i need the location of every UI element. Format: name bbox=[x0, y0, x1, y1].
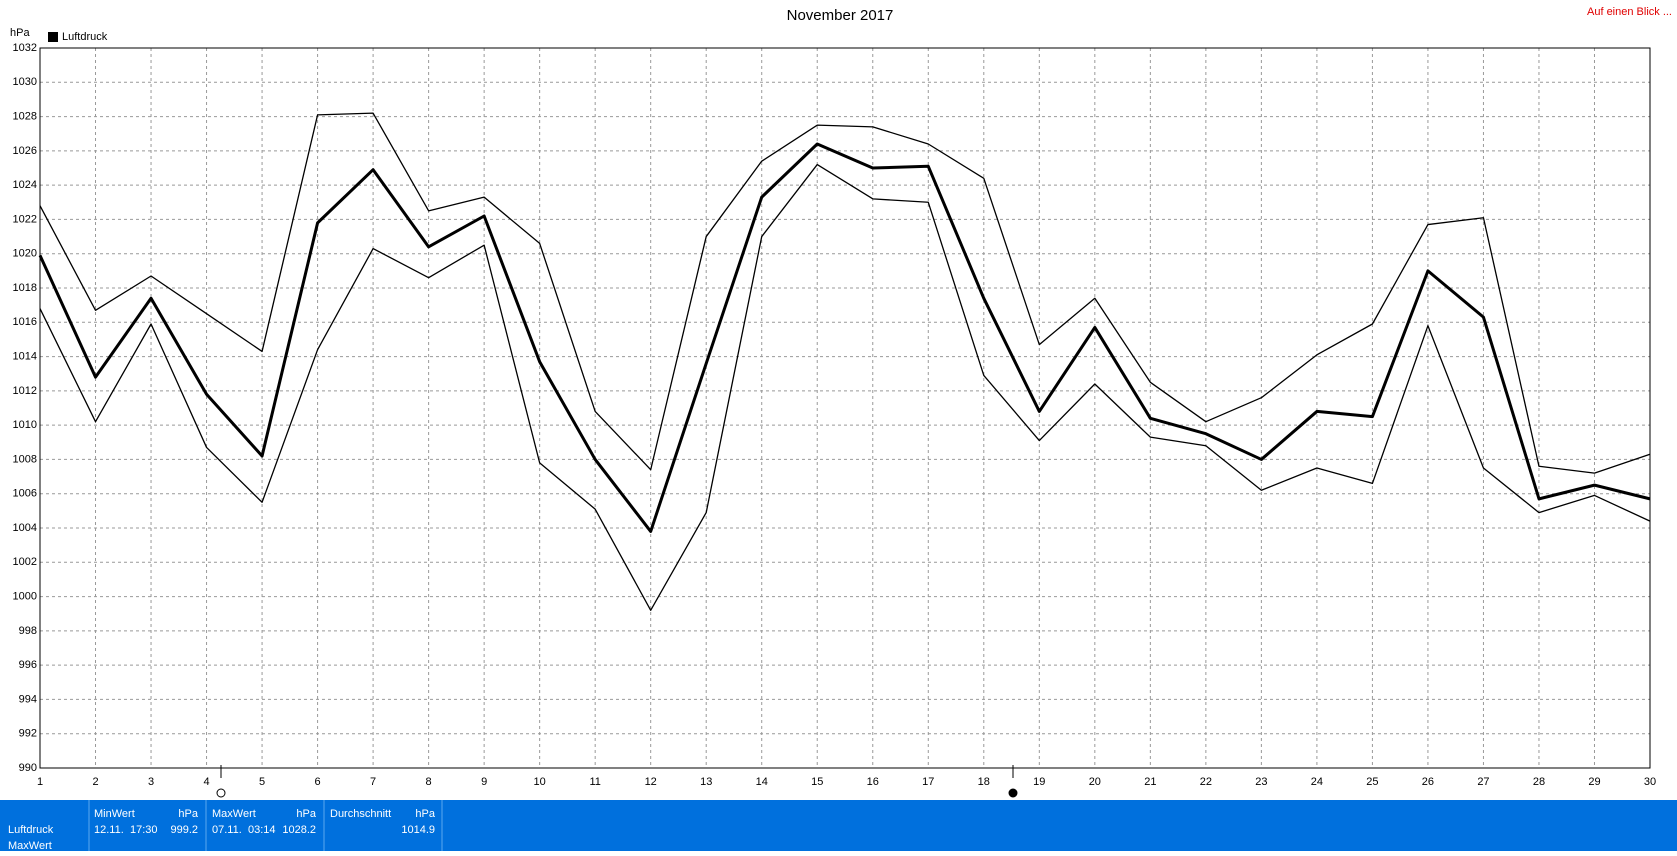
y-tick-label: 1000 bbox=[13, 590, 37, 602]
x-tick-label: 20 bbox=[1089, 776, 1101, 788]
x-tick-label: 15 bbox=[811, 776, 823, 788]
x-tick-label: 14 bbox=[756, 776, 768, 788]
y-tick-label: 1032 bbox=[13, 42, 37, 54]
column-title: MaxWert bbox=[212, 808, 256, 820]
x-tick-label: 6 bbox=[315, 776, 321, 788]
data-line bbox=[39, 112, 1651, 474]
y-tick-label: 1022 bbox=[13, 213, 37, 225]
cell-value: 999.2 bbox=[170, 824, 198, 836]
row-label: MaxWert bbox=[8, 840, 52, 851]
y-tick-label: 1002 bbox=[13, 556, 37, 568]
x-tick-label: 11 bbox=[589, 776, 600, 788]
x-tick-label: 23 bbox=[1255, 776, 1267, 788]
summary-table: Luftdruck MaxWert MinWert hPa 12.11. 17:… bbox=[0, 800, 1677, 852]
cell-value: 1028.2 bbox=[282, 824, 316, 836]
y-tick-label: 990 bbox=[19, 762, 37, 774]
x-tick-label: 7 bbox=[370, 776, 376, 788]
cell-date: 12.11. bbox=[94, 824, 124, 836]
x-tick-label: 13 bbox=[700, 776, 712, 788]
x-tick-label: 17 bbox=[922, 776, 934, 788]
y-tick-label: 1026 bbox=[13, 145, 37, 157]
y-tick-label: 1028 bbox=[13, 110, 37, 122]
y-tick-label: 1030 bbox=[13, 76, 37, 88]
cell-date: 07.11. bbox=[212, 824, 242, 836]
cell-value: 1014.9 bbox=[401, 824, 435, 836]
x-tick-label: 4 bbox=[203, 776, 209, 788]
x-tick-label: 27 bbox=[1477, 776, 1489, 788]
x-tick-label: 19 bbox=[1033, 776, 1045, 788]
column-title: MinWert bbox=[94, 808, 135, 820]
y-tick-label: 996 bbox=[19, 659, 37, 671]
x-tick-label: 28 bbox=[1533, 776, 1545, 788]
y-axis-unit: hPa bbox=[10, 27, 30, 39]
x-tick-label: 18 bbox=[978, 776, 990, 788]
y-tick-label: 1006 bbox=[13, 488, 37, 500]
x-tick-label: 5 bbox=[259, 776, 265, 788]
x-tick-label: 30 bbox=[1644, 776, 1656, 788]
x-tick-label: 24 bbox=[1311, 776, 1323, 788]
data-line bbox=[39, 163, 1651, 611]
x-tick-label: 1 bbox=[37, 776, 43, 788]
y-tick-label: 1018 bbox=[13, 282, 37, 294]
x-tick-label: 21 bbox=[1144, 776, 1156, 788]
y-tick-label: 998 bbox=[19, 625, 37, 637]
x-tick-label: 25 bbox=[1366, 776, 1378, 788]
data-line bbox=[38, 142, 1651, 533]
row-label: Luftdruck bbox=[8, 824, 54, 836]
x-tick-label: 10 bbox=[534, 776, 546, 788]
legend-swatch bbox=[48, 32, 58, 42]
y-tick-label: 1012 bbox=[13, 385, 37, 397]
x-tick-label: 16 bbox=[867, 776, 879, 788]
y-tick-label: 1008 bbox=[13, 453, 37, 465]
y-tick-label: 1004 bbox=[13, 522, 37, 534]
y-tick-label: 992 bbox=[19, 728, 37, 740]
x-tick-label: 3 bbox=[148, 776, 154, 788]
y-tick-label: 994 bbox=[19, 693, 37, 705]
overview-link[interactable]: Auf einen Blick ... bbox=[1587, 6, 1672, 18]
y-tick-label: 1016 bbox=[13, 316, 37, 328]
x-tick-label: 8 bbox=[426, 776, 432, 788]
chart-title: November 2017 bbox=[787, 7, 894, 24]
x-tick-label: 12 bbox=[645, 776, 657, 788]
y-tick-label: 1014 bbox=[13, 350, 37, 362]
column-unit: hPa bbox=[178, 808, 198, 820]
x-tick-label: 26 bbox=[1422, 776, 1434, 788]
moon-icon bbox=[1008, 788, 1018, 798]
legend-label: Luftdruck bbox=[62, 31, 108, 43]
x-tick-label: 29 bbox=[1588, 776, 1600, 788]
column-title: Durchschnitt bbox=[330, 808, 391, 820]
column-unit: hPa bbox=[296, 808, 316, 820]
column-unit: hPa bbox=[415, 808, 435, 820]
y-tick-label: 1010 bbox=[13, 419, 37, 431]
x-tick-label: 9 bbox=[481, 776, 487, 788]
y-tick-label: 1020 bbox=[13, 248, 37, 260]
plot-area: 9909929949969981000100210041006100810101… bbox=[13, 42, 1657, 788]
y-tick-label: 1024 bbox=[13, 179, 37, 191]
plot-border bbox=[39, 47, 1651, 769]
x-tick-label: 2 bbox=[92, 776, 98, 788]
moon-icon bbox=[216, 788, 226, 798]
table-background bbox=[0, 800, 1677, 851]
x-tick-label: 22 bbox=[1200, 776, 1212, 788]
cell-time: 17:30 bbox=[130, 824, 158, 836]
cell-time: 03:14 bbox=[248, 824, 276, 836]
